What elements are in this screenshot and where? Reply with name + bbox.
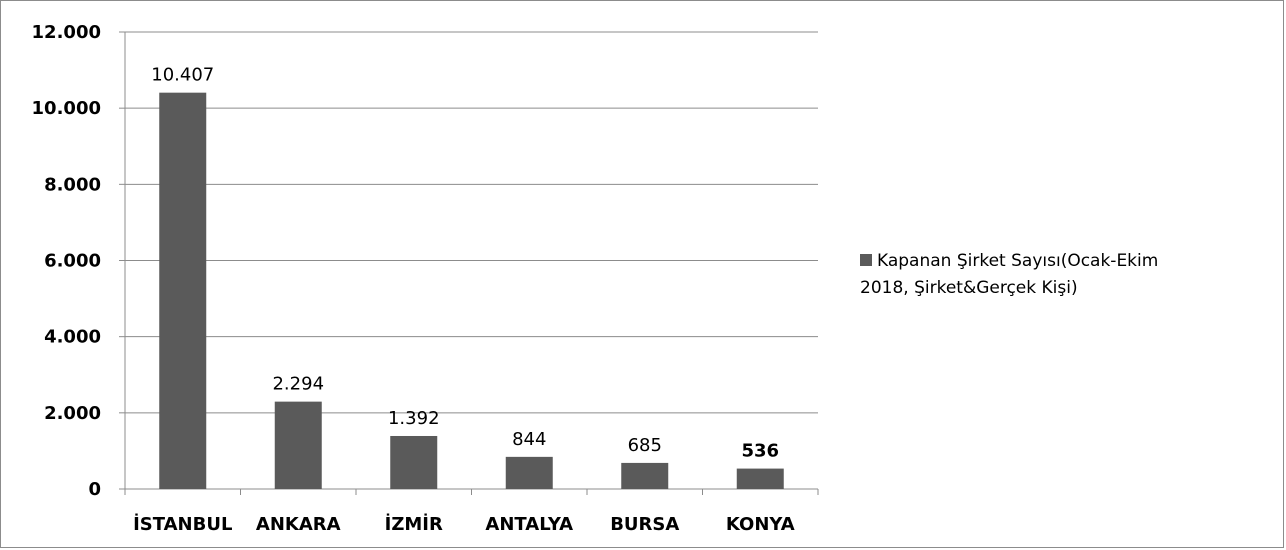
legend-entry: Kapanan Şirket Sayısı(Ocak-Ekim 2018, Şi… (860, 248, 1280, 302)
y-tick-label: 12.000 (32, 22, 101, 43)
legend-swatch (860, 254, 872, 266)
bar-2 (390, 435, 438, 489)
x-category-label-1: ANKARA (256, 514, 341, 535)
legend-label-line1: Kapanan Şirket Sayısı(Ocak-Ekim (877, 251, 1159, 271)
data-label-5: 536 (741, 441, 779, 462)
bar-0 (159, 92, 207, 489)
data-label-2: 1.392 (388, 408, 440, 429)
bar-5 (736, 468, 784, 489)
grid-lines (125, 31, 818, 414)
x-category-label-3: ANTALYA (485, 514, 573, 535)
x-category-label-4: BURSA (610, 514, 679, 535)
x-category-label-2: İZMİR (385, 513, 443, 535)
data-label-4: 685 (628, 435, 662, 456)
y-tick-label: 8.000 (44, 174, 101, 195)
legend-label-line2: 2018, Şirket&Gerçek Kişi) (860, 278, 1078, 298)
bar-3 (505, 456, 553, 489)
data-label-1: 2.294 (272, 374, 324, 395)
y-tick-label: 10.000 (32, 98, 101, 119)
bar-4 (621, 462, 669, 489)
y-tick-label: 6.000 (44, 251, 101, 272)
x-category-label-5: KONYA (726, 514, 795, 535)
bar-1 (274, 401, 322, 489)
legend: Kapanan Şirket Sayısı(Ocak-Ekim 2018, Şi… (860, 248, 1280, 302)
y-tick-label: 2.000 (44, 403, 101, 424)
bars (159, 92, 784, 489)
data-label-0: 10.407 (151, 65, 214, 86)
labels: 0 2.000 4.000 6.000 8.000 10.000 12.000 10.407 İ… (32, 22, 795, 535)
data-label-3: 844 (512, 429, 546, 450)
axes (119, 31, 819, 495)
y-tick-label: 0 (88, 479, 101, 500)
y-tick-label: 4.000 (44, 327, 101, 348)
x-category-label-0: İSTANBUL (133, 513, 232, 535)
